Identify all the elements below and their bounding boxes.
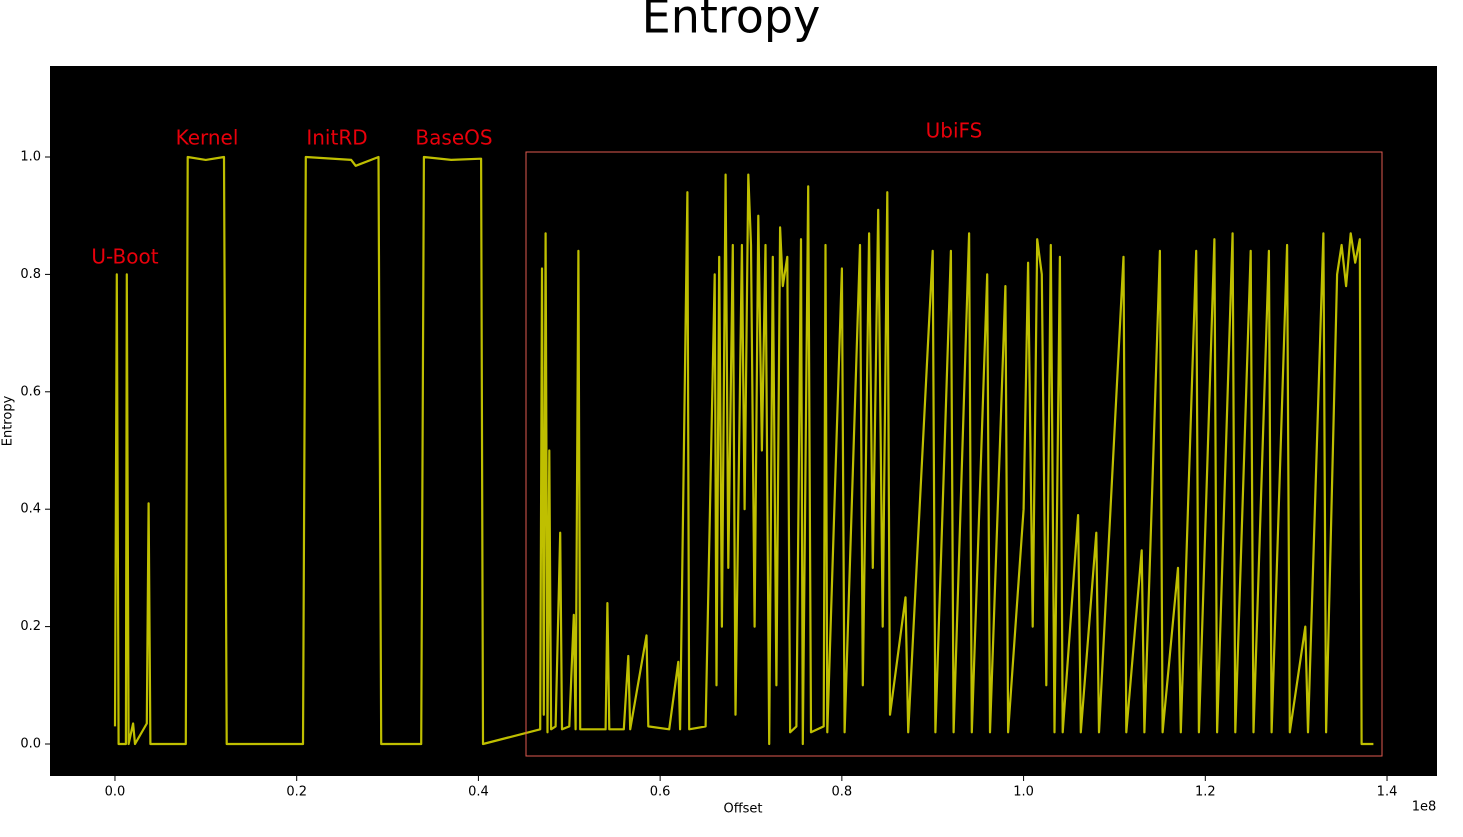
x-tick-label: 1.4 — [1377, 785, 1398, 800]
y-tick-label: 0.6 — [20, 384, 41, 399]
y-tick-label: 0.4 — [20, 502, 41, 517]
y-tick-label: 0.8 — [20, 267, 41, 282]
x-offset-label: 1e8 — [1412, 800, 1437, 815]
x-tick-label: 1.0 — [1013, 785, 1034, 800]
x-tick-label: 1.2 — [1195, 785, 1216, 800]
region-annotation: U-Boot — [91, 245, 158, 269]
x-tick-label: 0.0 — [105, 785, 126, 800]
x-tick-label: 0.4 — [468, 785, 489, 800]
y-tick-label: 1.0 — [20, 149, 41, 164]
region-annotation: UbiFS — [926, 119, 983, 143]
x-axis-label: Offset — [723, 802, 762, 817]
chart-title: Entropy — [642, 0, 821, 44]
y-axis-label: Entropy — [1, 395, 16, 446]
region-annotation: BaseOS — [415, 126, 492, 150]
x-tick-label: 0.8 — [832, 785, 853, 800]
region-annotation: Kernel — [176, 126, 239, 150]
entropy-line — [113, 155, 1374, 746]
region-annotation: InitRD — [306, 126, 367, 150]
y-tick-label: 0.0 — [20, 737, 41, 752]
x-tick-label: 0.2 — [286, 785, 307, 800]
region-box — [525, 151, 1383, 757]
x-tick-label: 0.6 — [650, 785, 671, 800]
y-tick-label: 0.2 — [20, 619, 41, 634]
